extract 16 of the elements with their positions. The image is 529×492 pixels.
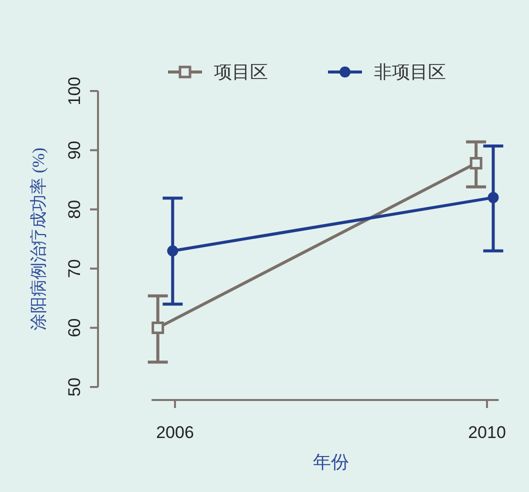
x-axis-title: 年份 (313, 452, 349, 472)
y-tick-label: 80 (65, 200, 84, 219)
y-tick-label: 90 (65, 140, 84, 160)
y-tick-label: 60 (65, 318, 84, 338)
x-tick-label: 2006 (156, 423, 194, 442)
legend-label: 项目区 (214, 62, 268, 82)
y-tick-label: 50 (65, 378, 84, 396)
legend-label: 非项目区 (374, 62, 446, 82)
y-tick-label: 100 (65, 76, 84, 106)
y-tick-label: 70 (65, 259, 84, 278)
x-tick-label: 2010 (468, 423, 506, 442)
point (167, 245, 178, 256)
point (470, 156, 482, 170)
point (488, 192, 499, 204)
point (152, 322, 164, 334)
y-axis-title: 涂阳病例治疗成功率 (%) (29, 148, 48, 330)
